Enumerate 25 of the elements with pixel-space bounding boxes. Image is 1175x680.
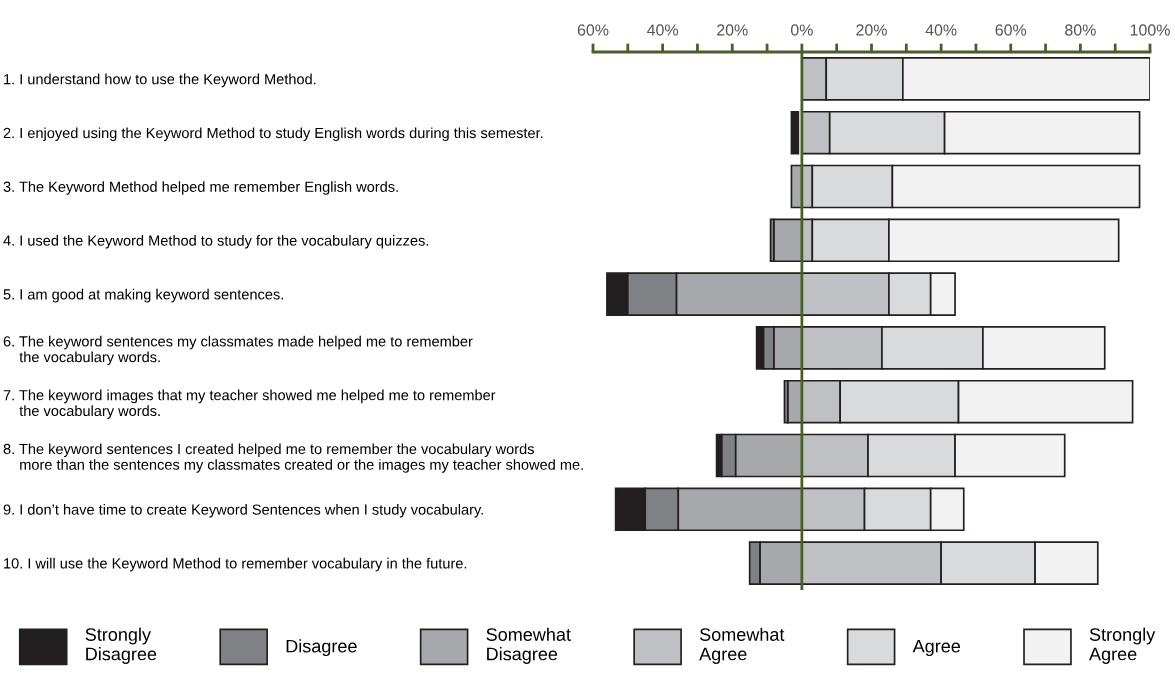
legend-label: Strongly Agree — [1089, 627, 1156, 664]
legend-label: Strongly Disagree — [85, 627, 157, 664]
x-tick-label: 20% — [717, 24, 748, 36]
y-tick-label: 5. I am good at making keyword sentences. — [3, 288, 283, 303]
x-tick-label: 60% — [995, 24, 1027, 36]
y-tick-label: 9. I don’t have time to create Keyword Sentences when I study vocabulary. — [3, 504, 483, 518]
legend-label: Disagree — [286, 639, 357, 657]
legend-label: Somewhat Disagree — [486, 627, 571, 664]
y-tick-label: 8. The keyword sentences I created helped me to remember the vocabulary words more than the sentences my classmates created or the images my teacher showed me. — [3, 443, 583, 473]
y-tick-label: 6. The keyword sentences my classmates made helped me to remember the vocabulary words. — [3, 335, 473, 366]
x-tick-label: 40% — [925, 24, 957, 36]
x-tick-label: 20% — [856, 24, 887, 36]
x-tick-label: 100% — [1130, 24, 1170, 36]
y-tick-label: 2. I enjoyed using the Keyword Method to study English words during this semester. — [3, 127, 543, 142]
legend-label: Somewhat Agree — [699, 627, 785, 664]
y-tick-label: 4. I used the Keyword Method to study for the vocabulary quizzes. — [3, 235, 429, 249]
x-tick-label: 80% — [1065, 24, 1096, 36]
y-tick-label: 3. The Keyword Method helped me remember English words. — [3, 181, 398, 195]
x-tick-label: 40% — [647, 24, 679, 36]
legend-label: Agree — [912, 639, 961, 657]
y-tick-label: 10. I will use the Keyword Method to remember vocabulary in the future. — [4, 557, 467, 572]
x-tick-label: 60% — [577, 24, 609, 36]
x-tick-label: 0% — [790, 24, 813, 36]
y-tick-label: 7. The keyword images that my teacher showed me helped me to remember the vocabulary words. — [3, 389, 496, 419]
y-tick-label: 1. I understand how to use the Keyword Method. — [4, 73, 316, 88]
